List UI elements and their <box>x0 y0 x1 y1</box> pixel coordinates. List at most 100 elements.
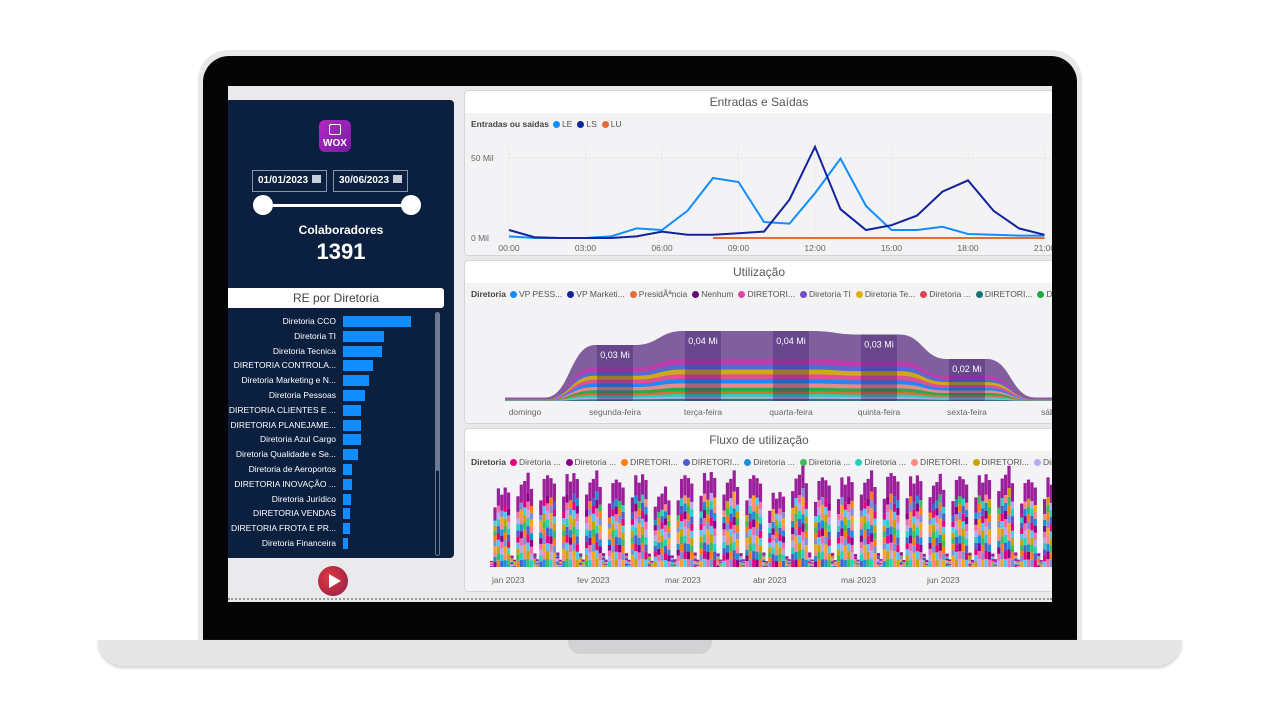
day-column[interactable] <box>974 497 978 567</box>
legend-item[interactable]: VP Marketi... <box>567 289 625 299</box>
day-column[interactable] <box>611 483 615 567</box>
re-bar-row[interactable]: Diretoria Pessoas <box>228 388 448 402</box>
day-column[interactable] <box>814 501 818 567</box>
day-column[interactable] <box>706 480 710 567</box>
day-column[interactable] <box>595 470 599 567</box>
day-column[interactable] <box>565 474 569 567</box>
day-column[interactable] <box>585 494 589 567</box>
day-column[interactable] <box>762 552 766 567</box>
day-column[interactable] <box>568 481 573 567</box>
day-column[interactable] <box>961 479 965 567</box>
day-column[interactable] <box>840 477 844 567</box>
day-column[interactable] <box>1030 482 1034 567</box>
day-column[interactable] <box>542 478 546 567</box>
legend-item[interactable]: LS <box>577 119 597 129</box>
day-column[interactable] <box>637 482 641 567</box>
re-bar[interactable] <box>343 375 369 387</box>
day-column[interactable] <box>824 480 828 567</box>
re-bar[interactable] <box>343 508 350 520</box>
day-column[interactable] <box>801 465 805 567</box>
day-column[interactable] <box>787 559 791 567</box>
day-column[interactable] <box>1020 503 1024 567</box>
day-column[interactable] <box>958 476 962 567</box>
series-line-LE[interactable] <box>508 156 1045 239</box>
legend-item[interactable]: DIRETORI... <box>975 289 1032 299</box>
re-bar[interactable] <box>343 434 361 446</box>
re-bar[interactable] <box>343 404 361 416</box>
day-column[interactable] <box>804 483 808 567</box>
calendar-icon[interactable] <box>312 175 322 183</box>
day-column[interactable] <box>859 494 863 567</box>
day-column[interactable] <box>915 475 919 567</box>
day-column[interactable] <box>1039 560 1043 567</box>
day-column[interactable] <box>949 359 985 401</box>
day-column[interactable] <box>1016 559 1020 567</box>
day-column[interactable] <box>581 559 585 567</box>
day-column[interactable] <box>853 553 858 567</box>
day-column[interactable] <box>693 552 697 567</box>
day-column[interactable] <box>1023 483 1027 567</box>
legend-item[interactable]: Diretoria ... <box>565 457 616 467</box>
re-bar[interactable] <box>343 330 384 342</box>
day-column[interactable] <box>653 506 657 567</box>
day-column[interactable] <box>768 510 772 567</box>
day-column[interactable] <box>546 475 550 567</box>
day-column[interactable] <box>739 553 743 567</box>
day-column[interactable] <box>948 559 952 567</box>
day-column[interactable] <box>558 559 562 567</box>
day-column[interactable] <box>866 478 870 567</box>
day-column[interactable] <box>526 472 530 567</box>
day-column[interactable] <box>529 488 534 567</box>
day-column[interactable] <box>516 496 520 567</box>
day-column[interactable] <box>892 476 897 567</box>
day-column[interactable] <box>752 475 756 567</box>
re-bar-row[interactable]: Diretoria Financeira <box>228 536 448 550</box>
day-column[interactable] <box>507 492 511 567</box>
day-column[interactable] <box>519 484 523 567</box>
legend-item[interactable]: Diretoria J... <box>1034 457 1052 467</box>
legend-item[interactable]: LU <box>601 119 622 129</box>
day-column[interactable] <box>667 500 671 567</box>
day-column[interactable] <box>808 552 812 567</box>
day-column[interactable] <box>579 553 583 567</box>
day-column[interactable] <box>696 559 700 567</box>
day-column[interactable] <box>732 470 736 567</box>
day-column[interactable] <box>935 482 939 567</box>
day-column[interactable] <box>856 559 860 567</box>
legend-item[interactable]: Diretoria ... <box>1037 289 1052 299</box>
day-column[interactable] <box>598 487 602 567</box>
day-column[interactable] <box>1007 465 1011 567</box>
legend-item[interactable]: DIRETORI... <box>621 457 678 467</box>
day-column[interactable] <box>741 559 746 567</box>
day-column[interactable] <box>931 485 936 567</box>
day-column[interactable] <box>899 552 903 567</box>
day-column[interactable] <box>500 494 504 567</box>
day-column[interactable] <box>810 559 814 567</box>
legend-item[interactable]: Diretoria ... <box>799 457 850 467</box>
day-column[interactable] <box>1037 553 1041 567</box>
day-column[interactable] <box>993 559 997 567</box>
day-column[interactable] <box>523 480 527 567</box>
day-column[interactable] <box>745 500 749 567</box>
legend-item[interactable]: Diretoria ... <box>855 457 906 467</box>
day-column[interactable] <box>778 491 782 567</box>
day-column[interactable] <box>716 553 720 567</box>
day-column[interactable] <box>641 474 645 567</box>
day-column[interactable] <box>686 478 690 567</box>
day-column[interactable] <box>965 484 969 567</box>
day-column[interactable] <box>575 479 579 567</box>
day-column[interactable] <box>512 559 517 567</box>
day-column[interactable] <box>991 553 995 567</box>
day-column[interactable] <box>647 553 651 567</box>
day-column[interactable] <box>549 478 553 567</box>
day-column[interactable] <box>847 476 851 567</box>
day-column[interactable] <box>709 472 713 567</box>
day-column[interactable] <box>951 501 955 567</box>
day-column[interactable] <box>977 475 981 567</box>
day-column[interactable] <box>833 560 837 567</box>
day-column[interactable] <box>882 498 886 567</box>
day-column[interactable] <box>791 491 795 567</box>
day-column[interactable] <box>827 485 831 567</box>
day-column[interactable] <box>535 559 539 567</box>
day-column[interactable] <box>886 476 890 567</box>
